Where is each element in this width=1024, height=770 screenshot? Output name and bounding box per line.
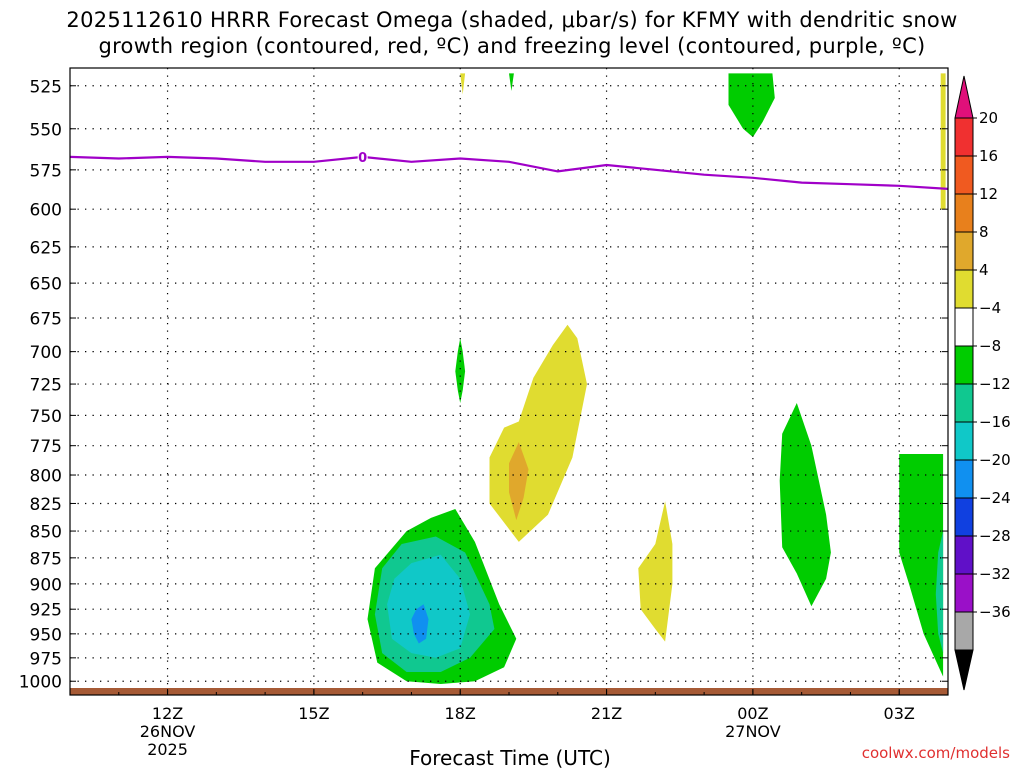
- colorbar-swatch: [954, 459, 974, 499]
- omega-shaded-region: [638, 501, 673, 642]
- colorbar-swatch: [954, 193, 974, 233]
- y-tick-label: 700: [30, 343, 62, 363]
- colorbar-label: 20: [979, 109, 998, 127]
- omega-shaded-region: [455, 338, 466, 403]
- omega-shaded-region: [387, 554, 470, 658]
- y-tick-label: 925: [30, 601, 62, 621]
- omega-shaded-region: [728, 73, 775, 138]
- x-tick-date-label: 26NOV: [140, 722, 196, 741]
- colorbar-label: −36: [979, 603, 1011, 621]
- y-tick-label: 800: [30, 467, 62, 487]
- colorbar-swatch: [954, 611, 974, 651]
- colorbar-label: −24: [979, 489, 1011, 507]
- omega-shaded-region: [509, 442, 529, 521]
- omega-shaded-region: [779, 403, 831, 607]
- chart-title-line2: growth region (contoured, red, ºC) and f…: [98, 34, 926, 58]
- colorbar-swatch: [954, 345, 974, 385]
- colorbar-swatch: [954, 155, 974, 195]
- x-axis-label: Forecast Time (UTC): [409, 746, 611, 770]
- colorbar-swatch: [954, 231, 974, 271]
- y-tick-label: 1000: [19, 673, 62, 693]
- watermark-text: coolwx.com/models: [861, 744, 1010, 762]
- x-tick-label: 12Z: [152, 704, 183, 723]
- omega-shaded-region: [460, 73, 466, 95]
- colorbar-label: 16: [979, 147, 998, 165]
- y-tick-label: 675: [30, 310, 62, 330]
- x-tick-label: 00Z: [737, 704, 768, 723]
- colorbar-label: 12: [979, 185, 998, 203]
- omega-shaded-region: [509, 73, 514, 91]
- colorbar-swatch: [954, 117, 974, 157]
- y-tick-label: 600: [30, 201, 62, 221]
- colorbar-label: −16: [979, 413, 1011, 431]
- colorbar-top-cap: [954, 75, 974, 119]
- y-tick-label: 550: [30, 120, 62, 140]
- surface-ground-band: [70, 688, 948, 695]
- y-tick-label: 725: [30, 376, 62, 396]
- colorbar-swatch: [954, 421, 974, 461]
- omega-shaded-region: [489, 324, 587, 542]
- y-tick-label: 900: [30, 575, 62, 595]
- colorbar-swatch: [954, 269, 974, 309]
- colorbar-label: −12: [979, 375, 1011, 393]
- y-tick-label: 750: [30, 407, 62, 427]
- y-tick-label: 625: [30, 238, 62, 258]
- x-tick-year-label: 2025: [147, 740, 188, 759]
- y-tick-label: 525: [30, 77, 62, 97]
- y-tick-label: 975: [30, 649, 62, 669]
- x-tick-label: 15Z: [298, 704, 329, 723]
- y-tick-label: 575: [30, 161, 62, 181]
- shaded-regions-group: [367, 73, 946, 684]
- freezing-level-contour-label: 0: [358, 151, 367, 166]
- y-tick-label: 775: [30, 437, 62, 457]
- colorbar-label: −8: [979, 337, 1001, 355]
- omega-shaded-region: [899, 454, 944, 677]
- y-tick-label: 650: [30, 275, 62, 295]
- freezing-level-label-bg: [357, 149, 368, 164]
- x-tick-label: 03Z: [884, 704, 915, 723]
- colorbar-swatch: [954, 535, 974, 575]
- freezing-level-contour: [70, 155, 948, 190]
- chart-title-line1: 2025112610 HRRR Forecast Omega (shaded, …: [66, 8, 958, 32]
- colorbar-bottom-cap: [954, 649, 974, 691]
- x-tick-date-label: 27NOV: [725, 722, 781, 741]
- x-tick-label: 18Z: [445, 704, 476, 723]
- colorbar-label: 4: [979, 261, 989, 279]
- colorbar-swatch: [954, 383, 974, 423]
- y-tick-label: 875: [30, 549, 62, 569]
- x-tick-label: 21Z: [591, 704, 622, 723]
- colorbar-label: 8: [979, 223, 989, 241]
- omega-shaded-region: [935, 531, 944, 654]
- colorbar-label: −4: [979, 299, 1001, 317]
- y-tick-label: 825: [30, 495, 62, 515]
- colorbar-swatch: [954, 497, 974, 537]
- colorbar-label: −32: [979, 565, 1011, 583]
- colorbar-label: −20: [979, 451, 1011, 469]
- colorbar-swatch: [954, 307, 974, 347]
- y-tick-label: 950: [30, 625, 62, 645]
- plot-frame: [69, 67, 949, 696]
- omega-shaded-region: [940, 73, 946, 210]
- colorbar-label: −28: [979, 527, 1011, 545]
- y-tick-label: 850: [30, 523, 62, 543]
- colorbar-swatch: [954, 573, 974, 613]
